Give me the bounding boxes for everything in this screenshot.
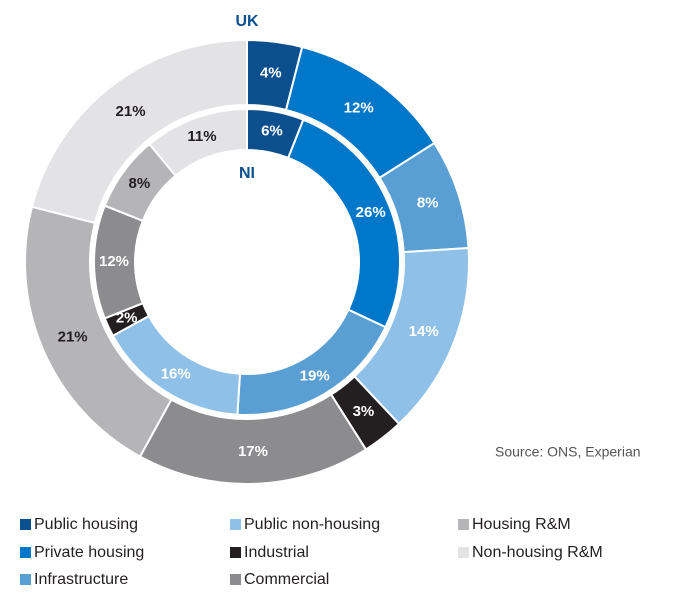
ring-name: UK xyxy=(235,13,259,30)
legend-swatch xyxy=(230,574,241,585)
legend-swatch xyxy=(20,519,31,530)
legend-label: Public housing xyxy=(34,516,138,533)
legend-label: Private housing xyxy=(34,544,144,561)
donut-segment xyxy=(148,107,248,178)
segment-label: 8% xyxy=(129,175,151,192)
legend-label: Public non-housing xyxy=(244,516,380,533)
segment-label: 26% xyxy=(356,204,386,221)
segment-label: 14% xyxy=(409,323,439,340)
segment-label: 21% xyxy=(116,103,146,120)
ring-name: NI xyxy=(239,165,255,182)
segment-label: 19% xyxy=(300,367,330,384)
segment-label: 8% xyxy=(417,194,439,211)
segment-label: 12% xyxy=(99,253,129,270)
segment-label: 21% xyxy=(58,328,88,345)
legend-label: Industrial xyxy=(244,544,309,561)
legend-label: Commercial xyxy=(244,571,329,588)
segment-label: 12% xyxy=(344,99,374,116)
source-note: Source: ONS, Experian xyxy=(495,444,641,460)
donut-segment xyxy=(30,38,248,225)
segment-label: 2% xyxy=(116,310,138,327)
legend-swatch xyxy=(458,547,469,558)
legend-label: Infrastructure xyxy=(34,571,128,588)
legend-label: Housing R&M xyxy=(472,516,571,533)
legend-swatch xyxy=(458,519,469,530)
legend-swatch xyxy=(20,547,31,558)
segment-label: 11% xyxy=(187,128,216,145)
legend-swatch xyxy=(230,547,241,558)
legend-label: Non-housing R&M xyxy=(472,544,603,561)
segment-label: 17% xyxy=(238,443,268,460)
segment-label: 3% xyxy=(353,403,375,420)
legend-swatch xyxy=(20,574,31,585)
legend-swatch xyxy=(230,519,241,530)
segment-label: 4% xyxy=(260,64,282,81)
segment-label: 16% xyxy=(161,365,191,382)
segment-label: 6% xyxy=(261,122,283,139)
